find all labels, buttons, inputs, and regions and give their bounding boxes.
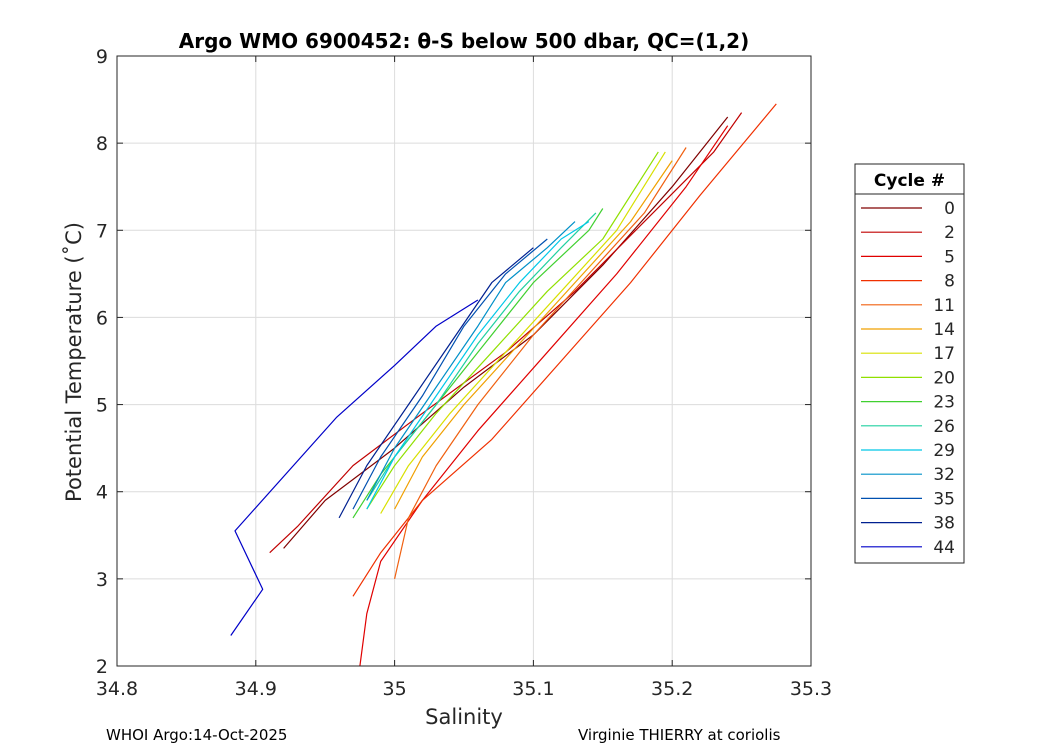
legend-label-38: 38 (933, 514, 955, 534)
y-tick-label: 8 (96, 133, 108, 155)
legend-label-11: 11 (933, 296, 955, 316)
legend-label-44: 44 (933, 538, 955, 558)
plot-frame (116, 55, 812, 667)
legend-label-2: 2 (944, 223, 955, 243)
legend-title: Cycle # (874, 171, 945, 191)
series-line-cycle-14 (394, 160, 673, 510)
grid-lines (116, 55, 812, 667)
legend-label-29: 29 (933, 441, 955, 461)
legend: Cycle # 0 2 5 8 11 14 17 20 23 26 29 32 35 38 44 (854, 163, 965, 564)
series-line-cycle-8 (352, 103, 777, 597)
x-axis-label: Salinity (425, 705, 503, 729)
y-tick-label: 2 (96, 656, 108, 678)
chart-title: Argo WMO 6900452: θ-S below 500 dbar, QC… (179, 29, 749, 53)
legend-label-23: 23 (933, 393, 955, 413)
series-line-cycle-5 (359, 125, 729, 667)
y-tick-label: 6 (96, 307, 108, 329)
legend-box (854, 163, 965, 564)
footer-credit: WHOI Argo:14-Oct-2025 (106, 726, 288, 744)
footer-author: Virginie THIERRY at coriolis (578, 726, 781, 744)
x-tick-label: 35 (383, 678, 407, 700)
series-line-cycle-44 (230, 299, 479, 636)
y-tick-label: 9 (96, 46, 108, 68)
legend-label-32: 32 (933, 465, 955, 485)
legend-label-20: 20 (933, 368, 955, 388)
legend-label-35: 35 (933, 489, 955, 509)
legend-label-8: 8 (944, 272, 955, 292)
legend-label-14: 14 (933, 320, 955, 340)
axis-ticks: 34.8 34.9 35 35.1 35.2 35.3 2 3 4 5 6 7 8 9 (96, 46, 832, 700)
series-line-cycle-17 (380, 151, 666, 514)
x-tick-label: 34.9 (235, 678, 277, 700)
x-tick-label: 35.2 (651, 678, 693, 700)
y-tick-label: 7 (96, 220, 108, 242)
y-tick-label: 4 (96, 482, 108, 504)
y-tick-label: 5 (96, 395, 108, 417)
series-line-cycle-32 (366, 221, 576, 501)
y-axis-label: Potential Temperature (˚C) (62, 222, 86, 502)
legend-label-0: 0 (944, 199, 955, 219)
series-line-cycle-20 (366, 151, 659, 510)
series-line-cycle-29 (366, 221, 590, 510)
legend-label-5: 5 (944, 247, 955, 267)
y-tick-label: 3 (96, 569, 108, 591)
x-tick-label: 35.3 (790, 678, 832, 700)
legend-label-17: 17 (933, 344, 955, 364)
series-line-cycle-35 (352, 238, 548, 510)
series-line-cycle-0 (283, 116, 729, 549)
x-tick-label: 34.8 (96, 678, 138, 700)
legend-label-26: 26 (933, 417, 955, 437)
x-tick-label: 35.1 (512, 678, 554, 700)
series-line-cycle-38 (338, 247, 534, 519)
series-layer (230, 103, 777, 667)
series-line-cycle-11 (394, 147, 687, 580)
series-line-cycle-2 (269, 112, 743, 554)
